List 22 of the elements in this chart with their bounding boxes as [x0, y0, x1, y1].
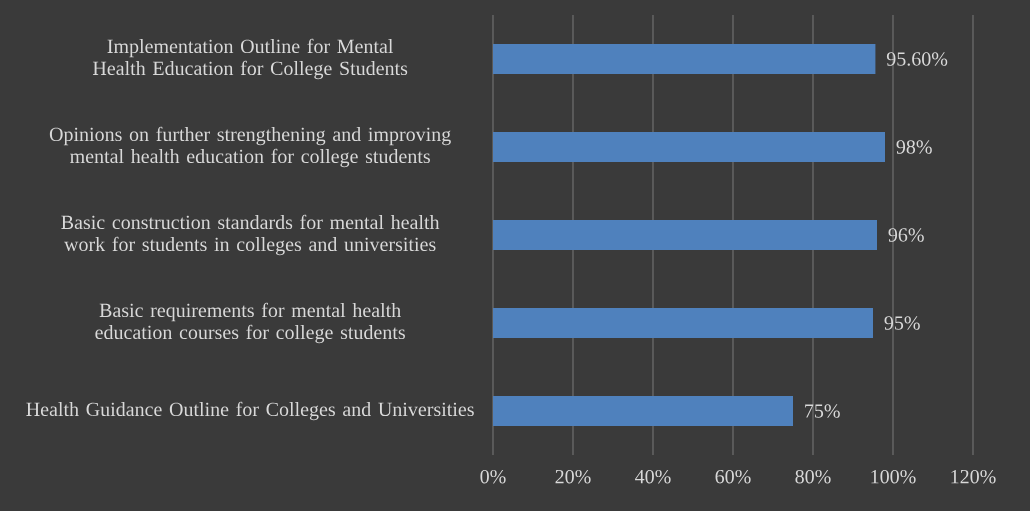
- y-tick-label: Basic requirements for mental health education courses for college students: [95, 302, 405, 344]
- data-label: 75%: [805, 404, 840, 418]
- bar: [493, 396, 793, 426]
- data-label: 95%: [884, 316, 920, 330]
- x-tick-label: 0%: [480, 469, 506, 484]
- x-tick-label: 100%: [871, 469, 916, 484]
- bar: [493, 220, 877, 251]
- bar: [493, 44, 876, 75]
- data-label: 95.60%: [886, 52, 948, 66]
- y-tick-label: Basic construction standards for mental health work for students in colleges and universities: [61, 214, 440, 256]
- y-tick-label: Implementation Outline for Mental Health Education for College Students: [92, 38, 408, 80]
- x-tick-label: 120%: [951, 469, 996, 484]
- y-tick-label: Opinions on further strengthening and improving mental health education for college students: [49, 126, 451, 168]
- data-label: 96%: [888, 228, 924, 242]
- bar: [493, 308, 873, 339]
- x-tick-label: 80%: [795, 469, 831, 484]
- x-tick-label: 40%: [635, 469, 671, 484]
- x-tick-label: 60%: [715, 469, 751, 484]
- y-tick-label: Health Guidance Outline for Colleges and Universities: [26, 401, 474, 421]
- data-label: 98%: [896, 140, 932, 154]
- bar: [493, 132, 885, 163]
- x-tick-label: 20%: [555, 469, 591, 484]
